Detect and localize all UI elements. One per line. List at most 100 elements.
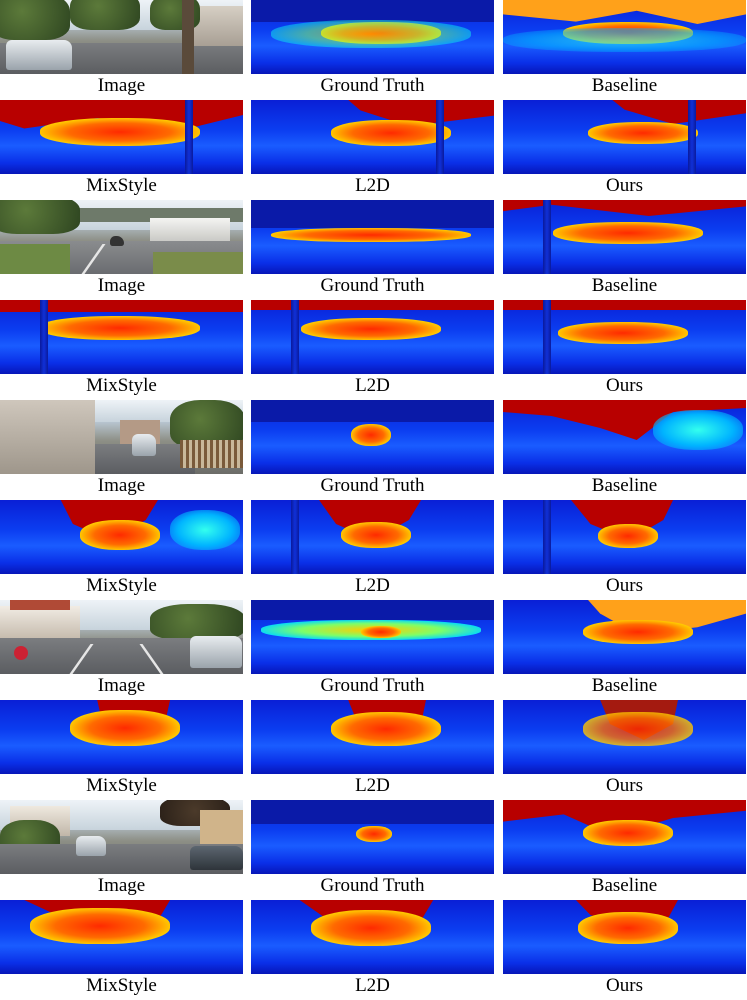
panel-caption: Baseline — [591, 875, 658, 896]
street-photo — [0, 400, 243, 474]
figure-cell: L2D — [251, 100, 494, 200]
figure-cell: Ground Truth — [251, 0, 494, 100]
panel-caption: Baseline — [591, 675, 658, 696]
figure-cell: Ours — [503, 100, 746, 200]
figure-cell: Image — [0, 0, 243, 100]
depth-map — [0, 100, 243, 174]
figure-cell: Baseline — [503, 200, 746, 300]
depth-map — [251, 100, 494, 174]
figure-cell: MixStyle — [0, 500, 243, 600]
panel-caption: Ground Truth — [320, 75, 425, 96]
figure-row: MixStyle L2D Ours — [0, 700, 747, 800]
figure-cell: Baseline — [503, 800, 746, 900]
figure-cell: Ours — [503, 900, 746, 1000]
depth-map — [251, 500, 494, 574]
depth-map — [503, 300, 746, 374]
panel-caption: L2D — [355, 175, 390, 196]
panel-caption: Image — [97, 675, 146, 696]
figure-cell: Baseline — [503, 600, 746, 700]
figure-row: Image Ground Truth Baseline — [0, 200, 747, 300]
depth-map — [251, 800, 494, 874]
figure-cell: Ground Truth — [251, 800, 494, 900]
depth-map — [0, 300, 243, 374]
figure-row: MixStyle L2D Ours — [0, 900, 747, 1000]
figure-cell: Ours — [503, 500, 746, 600]
panel-caption: Ours — [606, 775, 643, 796]
figure-row: Image Ground Truth Baseline — [0, 800, 747, 900]
panel-caption: Ground Truth — [320, 675, 425, 696]
figure-row: Image Ground Truth Baseline — [0, 600, 747, 700]
panel-caption: MixStyle — [86, 375, 157, 396]
panel-caption: Ground Truth — [320, 475, 425, 496]
figure-cell: L2D — [251, 700, 494, 800]
depth-map — [251, 700, 494, 774]
figure-cell: MixStyle — [0, 300, 243, 400]
panel-caption: Ground Truth — [320, 275, 425, 296]
panel-caption: L2D — [355, 575, 390, 596]
depth-map — [503, 900, 746, 974]
panel-caption: Image — [97, 475, 146, 496]
figure-row: Image Ground Truth Baseline — [0, 0, 747, 100]
depth-map — [251, 400, 494, 474]
panel-caption: Ours — [606, 575, 643, 596]
depth-map — [503, 800, 746, 874]
depth-map — [251, 600, 494, 674]
figure-cell: MixStyle — [0, 700, 243, 800]
panel-caption: Ours — [606, 975, 643, 996]
figure-row: MixStyle L2D Ours — [0, 500, 747, 600]
figure-cell: Ground Truth — [251, 400, 494, 500]
figure-cell: Ground Truth — [251, 600, 494, 700]
depth-map — [503, 200, 746, 274]
depth-map — [503, 400, 746, 474]
figure-cell: MixStyle — [0, 100, 243, 200]
panel-caption: L2D — [355, 775, 390, 796]
panel-caption: MixStyle — [86, 975, 157, 996]
figure-row: MixStyle L2D Ours — [0, 300, 747, 400]
figure-cell: Baseline — [503, 400, 746, 500]
depth-map — [0, 500, 243, 574]
street-photo — [0, 600, 243, 674]
figure-cell: Baseline — [503, 0, 746, 100]
figure-cell: Image — [0, 400, 243, 500]
depth-map — [251, 0, 494, 74]
depth-map — [503, 700, 746, 774]
street-photo — [0, 200, 243, 274]
panel-caption: Baseline — [591, 75, 658, 96]
figure-cell: Ours — [503, 300, 746, 400]
figure-row: Image Ground Truth Baseline — [0, 400, 747, 500]
street-photo — [0, 800, 243, 874]
figure-cell: L2D — [251, 300, 494, 400]
figure-cell: L2D — [251, 500, 494, 600]
panel-caption: L2D — [355, 975, 390, 996]
figure-cell: Image — [0, 800, 243, 900]
figure-cell: Ours — [503, 700, 746, 800]
panel-caption: MixStyle — [86, 175, 157, 196]
panel-caption: MixStyle — [86, 575, 157, 596]
panel-caption: Ground Truth — [320, 875, 425, 896]
figure-cell: Image — [0, 600, 243, 700]
figure-cell: L2D — [251, 900, 494, 1000]
panel-caption: Image — [97, 875, 146, 896]
panel-caption: Baseline — [591, 475, 658, 496]
figure-cell: Ground Truth — [251, 200, 494, 300]
panel-caption: Image — [97, 75, 146, 96]
panel-caption: Ours — [606, 175, 643, 196]
panel-caption: Image — [97, 275, 146, 296]
depth-map — [503, 600, 746, 674]
depth-map — [0, 900, 243, 974]
depth-map — [503, 100, 746, 174]
depth-map — [251, 200, 494, 274]
depth-map — [0, 700, 243, 774]
depth-map — [251, 900, 494, 974]
depth-map — [251, 300, 494, 374]
panel-caption: Baseline — [591, 275, 658, 296]
panel-caption: Ours — [606, 375, 643, 396]
figure-cell: Image — [0, 200, 243, 300]
street-photo — [0, 0, 243, 74]
depth-map — [503, 500, 746, 574]
panel-caption: MixStyle — [86, 775, 157, 796]
panel-caption: L2D — [355, 375, 390, 396]
figure-cell: MixStyle — [0, 900, 243, 1000]
depth-map — [503, 0, 746, 74]
figure-row: MixStyle L2D Ours — [0, 100, 747, 200]
